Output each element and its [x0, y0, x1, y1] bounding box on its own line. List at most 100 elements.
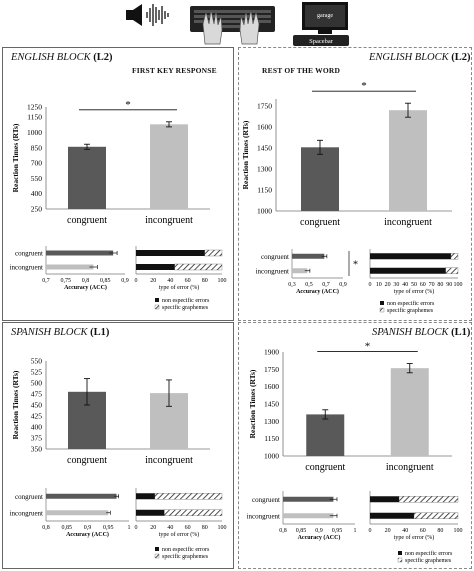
err-x-tick: 20 [385, 528, 391, 534]
err-segment-congruent-specific [204, 249, 223, 257]
err-segment-incongruent-non-specific [136, 509, 165, 516]
x-category-label: incongruent [384, 217, 432, 228]
significance-marker: * [365, 341, 371, 353]
panel-title-br: SPANISH BLOCK (L1) [372, 327, 471, 338]
y-tick-label: 550 [31, 357, 43, 366]
err-x-tick: 90 [446, 282, 452, 288]
significance-marker: * [125, 99, 131, 111]
spacebar-key-icon: Spacebar [293, 35, 349, 46]
y-tick-label: 350 [31, 445, 43, 454]
err-segment-congruent-non-specific [370, 496, 400, 503]
err-x-tick: 40 [167, 278, 173, 284]
acc-x-tick: 0,75 [61, 278, 72, 284]
err-x-tick: 30 [393, 282, 399, 288]
legend-label-non-specific: non especific errors [387, 300, 435, 307]
acc-x-tick: 0,3 [288, 282, 296, 288]
y-tick-label: 1300 [264, 417, 279, 426]
y-tick-label: 1600 [264, 382, 279, 391]
y-tick-label: 1000 [264, 452, 279, 461]
acc-category-label: incongruent [10, 264, 43, 272]
bar-congruent [306, 414, 345, 456]
legend-swatch-specific [379, 307, 385, 313]
y-axis-label: Reaction Times (RTs) [11, 123, 20, 192]
err-segment-congruent-specific [154, 493, 223, 500]
y-tick-label: 1750 [257, 102, 272, 111]
acc-x-tick: 0,9 [121, 278, 129, 284]
acc-category-label: congruent [15, 250, 43, 258]
y-tick-label: 1450 [264, 400, 279, 409]
acc-x-tick: 0,8 [82, 278, 90, 284]
y-tick-label: 250 [31, 205, 43, 214]
bar-incongruent [389, 110, 427, 211]
y-tick-label: 450 [31, 401, 43, 410]
err-segment-congruent-specific [450, 253, 459, 260]
significance-marker: * [361, 80, 367, 92]
bar-incongruent [150, 124, 188, 209]
hands-icon [202, 9, 260, 45]
legend-label-non-specific: non especific errors [405, 550, 453, 557]
acc-x-tick: 0,8 [42, 525, 50, 531]
y-tick-label: 400 [31, 423, 43, 432]
err-x-axis-label: type of error (%) [394, 534, 434, 541]
y-tick-label: 1250 [27, 103, 42, 112]
y-tick-label: 525 [31, 368, 43, 377]
y-tick-label: 1000 [27, 128, 42, 137]
acc-bar-congruent [46, 493, 117, 499]
err-x-tick: 100 [218, 278, 227, 284]
err-x-tick: 20 [150, 278, 156, 284]
acc-x-tick: 0,7 [42, 278, 50, 284]
acc-x-tick: 0,85 [296, 528, 307, 534]
err-x-tick: 60 [185, 525, 191, 531]
err-segment-congruent-specific [398, 496, 459, 503]
err-x-tick: 50 [411, 282, 417, 288]
panel-english-first-key [2, 47, 234, 321]
acc-x-tick: 1 [128, 525, 131, 531]
acc-x-tick: 0,85 [62, 525, 73, 531]
legend-swatch-specific [154, 304, 160, 310]
err-x-tick: 0 [135, 525, 138, 531]
err-x-tick: 0 [369, 528, 372, 534]
acc-bar-congruent [283, 496, 334, 502]
acc-x-tick: 0,85 [100, 278, 111, 284]
err-x-tick: 40 [167, 525, 173, 531]
speaker-icon [126, 4, 142, 26]
err-segment-incongruent-non-specific [370, 512, 414, 519]
err-segment-congruent-non-specific [136, 250, 205, 256]
err-x-tick: 80 [202, 278, 208, 284]
y-tick-label: 500 [31, 379, 43, 388]
spacebar-label: Spacebar [309, 38, 334, 45]
bar-congruent [301, 147, 339, 211]
legend-swatch-non-specific [155, 298, 159, 302]
y-axis-label: Reaction Times (RTs) [248, 369, 257, 438]
y-tick-label: 1450 [257, 144, 272, 153]
panel-spanish-rest [238, 322, 472, 569]
err-segment-congruent-non-specific [370, 253, 451, 260]
acc-x-tick: 0,9 [84, 525, 92, 531]
y-tick-label: 1150 [257, 186, 272, 195]
err-x-tick: 0 [369, 282, 372, 288]
y-tick-label: 475 [31, 390, 43, 399]
y-tick-label: 1900 [264, 348, 279, 357]
panel-title-tl: ENGLISH BLOCK (L2) [11, 52, 113, 63]
err-x-tick: 70 [429, 282, 435, 288]
legend-swatch-non-specific [155, 547, 159, 551]
err-x-tick: 10 [376, 282, 382, 288]
bar-congruent [68, 146, 106, 209]
legend-label-specific: specific graphemes [387, 307, 434, 314]
legend-swatch-non-specific [380, 301, 384, 305]
acc-category-label: incongruent [256, 267, 289, 275]
err-segment-incongruent-non-specific [136, 264, 175, 270]
acc-x-tick: 0,7 [322, 282, 330, 288]
err-x-tick: 20 [385, 282, 391, 288]
y-tick-label: 1150 [264, 434, 279, 443]
err-x-tick: 100 [454, 528, 463, 534]
err-x-tick: 60 [420, 528, 426, 534]
x-category-label: incongruent [386, 462, 434, 473]
acc-bar-incongruent [283, 513, 334, 519]
err-x-tick: 80 [202, 525, 208, 531]
err-segment-incongruent-specific [445, 267, 459, 274]
x-category-label: congruent [300, 217, 340, 228]
panel-english-rest [238, 47, 472, 321]
acc-category-label: incongruent [247, 512, 280, 520]
